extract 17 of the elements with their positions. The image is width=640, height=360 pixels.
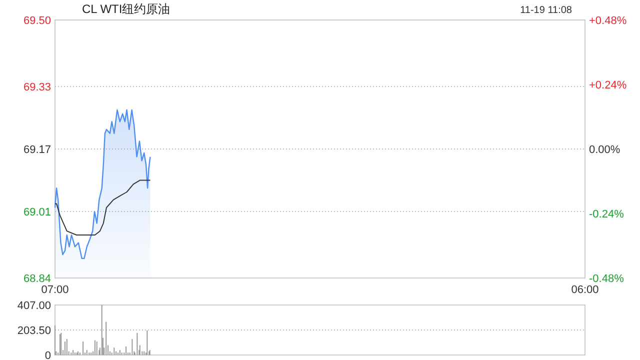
text: 11-19 11:08 — [520, 5, 572, 16]
y2-tick-label: -0.48% — [589, 272, 624, 285]
y-tick-label: 68.84 — [23, 272, 51, 285]
chart-title: CL WTI纽约原油 — [82, 2, 170, 16]
y2-tick-label: +0.48% — [589, 14, 627, 27]
x-tick-label: 06:00 — [571, 284, 599, 296]
y-tick-label: 69.33 — [23, 81, 51, 94]
x-tick-label: 07:00 — [41, 284, 69, 296]
y-tick-label: 203.50 — [17, 324, 51, 337]
y-tick-label: 69.50 — [23, 14, 51, 27]
y-tick-label: 0 — [44, 350, 51, 360]
y2-tick-label: -0.24% — [589, 208, 624, 220]
y2-tick-label: +0.24% — [589, 79, 627, 92]
y-tick-label: 407.00 — [17, 300, 51, 312]
y-tick-label: 69.01 — [23, 206, 51, 218]
y2-tick-label: 0.00% — [589, 144, 620, 156]
y-tick-label: 69.17 — [23, 144, 51, 156]
